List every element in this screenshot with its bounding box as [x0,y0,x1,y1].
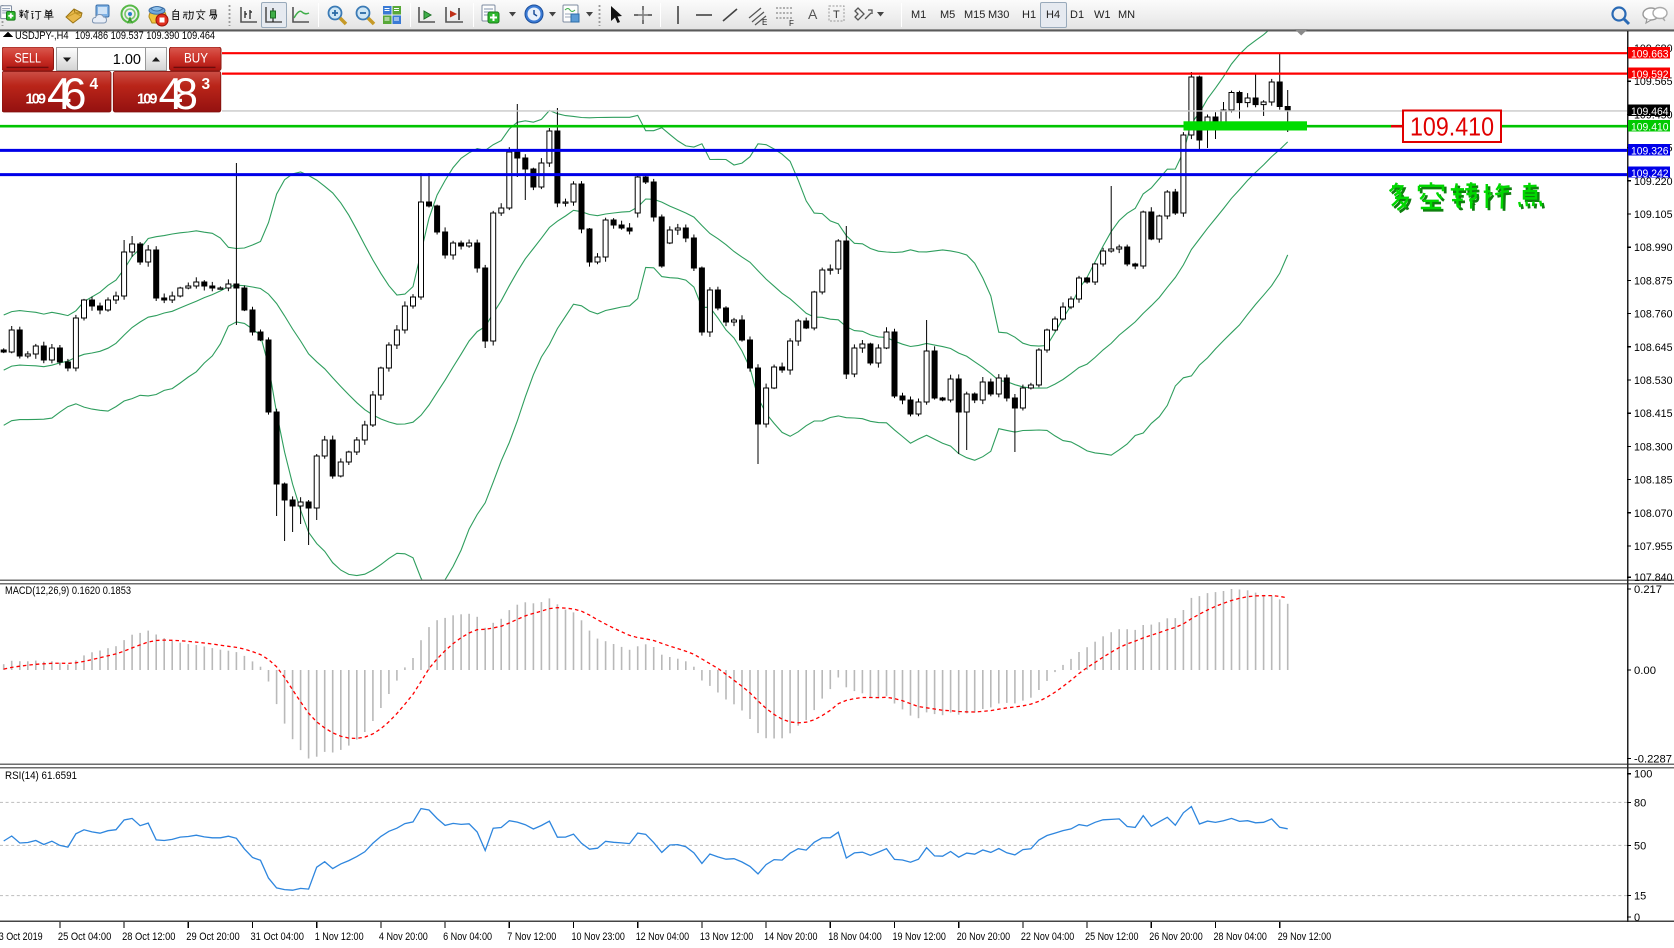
svg-text:T: T [833,9,840,21]
svg-text:108.185: 108.185 [1634,475,1673,487]
svg-text:3: 3 [202,76,211,93]
svg-text:48: 48 [159,69,199,112]
svg-text:109.592: 109.592 [1631,69,1669,81]
svg-text:108.990: 108.990 [1634,242,1673,254]
svg-text:4 Nov 20:00: 4 Nov 20:00 [379,931,428,943]
svg-text:25 Oct 04:00: 25 Oct 04:00 [58,931,111,943]
svg-text:80: 80 [1634,797,1646,809]
svg-text:108.875: 108.875 [1634,275,1673,287]
svg-text:13 Nov 12:00: 13 Nov 12:00 [700,931,753,943]
svg-text:50: 50 [1634,840,1646,852]
svg-text:29 Nov 12:00: 29 Nov 12:00 [1278,931,1331,943]
svg-text:MACD(12,26,9) 0.1620 0.1853: MACD(12,26,9) 0.1620 0.1853 [5,585,131,597]
svg-text:107.955: 107.955 [1634,541,1673,553]
svg-text:109: 109 [26,91,47,107]
svg-text:E: E [762,18,767,27]
svg-text:0.217: 0.217 [1634,584,1662,596]
svg-text:USDJPY-,H4: USDJPY-,H4 [15,30,69,42]
svg-text:108.530: 108.530 [1634,375,1673,387]
svg-text:RSI(14) 61.6591: RSI(14) 61.6591 [5,770,77,782]
svg-text:18 Nov 04:00: 18 Nov 04:00 [828,931,881,943]
svg-text:28 Nov 04:00: 28 Nov 04:00 [1214,931,1267,943]
svg-text:107.840: 107.840 [1634,572,1673,584]
svg-text:12 Nov 04:00: 12 Nov 04:00 [636,931,689,943]
svg-text:31 Oct 04:00: 31 Oct 04:00 [251,931,304,943]
svg-text:109.326: 109.326 [1631,146,1669,158]
svg-text:109.410: 109.410 [1410,112,1494,142]
svg-text:23 Oct 2019: 23 Oct 2019 [0,931,43,943]
svg-text:109.220: 109.220 [1634,176,1673,188]
svg-text:4: 4 [90,76,99,93]
svg-text:15: 15 [1634,891,1646,903]
svg-text:109: 109 [137,91,158,107]
svg-text:25 Nov 12:00: 25 Nov 12:00 [1085,931,1138,943]
svg-text:14 Nov 20:00: 14 Nov 20:00 [764,931,817,943]
svg-text:109.565: 109.565 [1634,76,1673,88]
svg-text:109.410: 109.410 [1631,121,1669,133]
svg-text:SELL: SELL [15,50,42,65]
svg-text:108.070: 108.070 [1634,508,1673,520]
svg-text:0.00: 0.00 [1634,665,1656,677]
svg-text:109.464: 109.464 [1631,106,1669,118]
svg-text:7 Nov 12:00: 7 Nov 12:00 [507,931,556,943]
svg-text:108.645: 108.645 [1634,342,1673,354]
svg-text:6 Nov 04:00: 6 Nov 04:00 [443,931,492,943]
svg-text:22 Nov 04:00: 22 Nov 04:00 [1021,931,1074,943]
svg-text:-0.2287: -0.2287 [1634,754,1672,766]
svg-text:10 Nov 23:00: 10 Nov 23:00 [572,931,625,943]
svg-text:20 Nov 20:00: 20 Nov 20:00 [957,931,1010,943]
svg-text:F: F [789,19,794,28]
svg-text:19 Nov 12:00: 19 Nov 12:00 [893,931,946,943]
svg-text:46: 46 [47,69,87,112]
svg-text:28 Oct 12:00: 28 Oct 12:00 [122,931,175,943]
svg-text:29 Oct 20:00: 29 Oct 20:00 [186,931,239,943]
svg-text:1.00: 1.00 [113,51,141,67]
svg-text:108.760: 108.760 [1634,309,1673,321]
svg-text:109.663: 109.663 [1631,48,1669,60]
svg-text:1 Nov 12:00: 1 Nov 12:00 [315,931,364,943]
svg-text:109.242: 109.242 [1631,168,1669,180]
svg-text:BUY: BUY [184,50,208,65]
svg-text:0: 0 [1634,912,1640,924]
svg-text:26 Nov 20:00: 26 Nov 20:00 [1149,931,1202,943]
svg-text:108.415: 108.415 [1634,408,1673,420]
svg-text:109.486 109.537 109.390 109.46: 109.486 109.537 109.390 109.464 [75,30,215,42]
svg-text:100: 100 [1634,769,1652,781]
svg-text:109.105: 109.105 [1634,209,1673,221]
svg-text:108.300: 108.300 [1634,441,1673,453]
